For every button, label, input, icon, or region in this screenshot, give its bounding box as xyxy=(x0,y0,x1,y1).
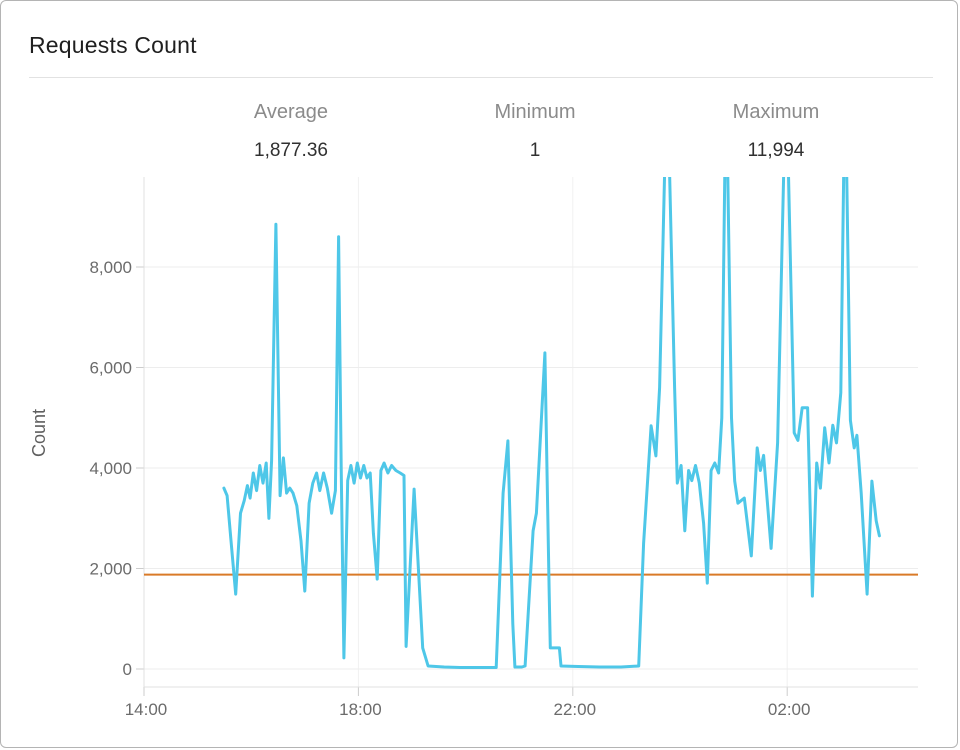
page-title: Requests Count xyxy=(29,32,197,58)
stat-minimum-label: Minimum xyxy=(494,101,576,123)
stat-minimum: Minimum 1 xyxy=(405,99,665,164)
stat-maximum: Maximum 11,994 xyxy=(646,99,906,164)
x-tick-label: 02:00 xyxy=(768,700,811,719)
stat-maximum-label: Maximum xyxy=(732,101,820,123)
stat-maximum-value: 11,994 xyxy=(747,140,805,161)
y-tick-label: 2,000 xyxy=(89,560,132,579)
y-tick-label: 8,000 xyxy=(89,258,132,277)
stat-average-label: Average xyxy=(253,101,329,123)
x-tick-label: 18:00 xyxy=(339,700,382,719)
y-tick-label: 0 xyxy=(123,660,132,679)
x-tick-label: 14:00 xyxy=(125,700,168,719)
stat-minimum-value: 1 xyxy=(529,140,541,161)
y-tick-label: 6,000 xyxy=(89,359,132,378)
stat-average-value: 1,877.36 xyxy=(254,140,328,161)
y-tick-label: 4,000 xyxy=(89,459,132,478)
x-tick-label: 22:00 xyxy=(554,700,597,719)
stat-average: Average 1,877.36 xyxy=(161,99,421,164)
series-line xyxy=(222,177,881,669)
y-axis-title: Count xyxy=(29,409,49,457)
title-divider xyxy=(29,77,933,78)
